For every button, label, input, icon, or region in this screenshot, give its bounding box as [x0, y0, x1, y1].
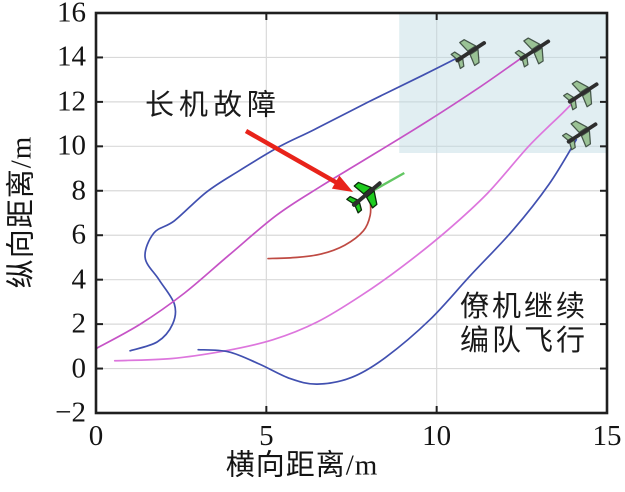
y-tick-label: 6 [71, 218, 87, 251]
aircraft-wing-icon [365, 190, 378, 209]
wingman-annotation-line2: 编队飞行 [459, 325, 589, 357]
aircraft-wing-icon [570, 120, 588, 134]
aircraft-fuselage-icon [567, 82, 599, 104]
y-tick-label: 2 [71, 307, 87, 340]
aircraft-wing-icon [571, 80, 589, 94]
x-tick-label: 10 [422, 420, 452, 452]
wingman-aircraft-icon [561, 120, 598, 151]
leader-trajectory [267, 198, 372, 260]
wingman-4-trajectory [197, 138, 578, 385]
wingman-aircraft-icon [563, 80, 599, 111]
leader-aircraft-icon [346, 181, 382, 214]
aircraft-wing-icon [459, 39, 477, 52]
aircraft-wing-icon [469, 48, 480, 67]
wingman-3-trajectory [113, 96, 579, 362]
aircraft-wing-icon [353, 181, 372, 195]
y-tick-label: 0 [71, 352, 87, 385]
wingman-aircraft-icon [514, 37, 551, 68]
y-tick-label: 10 [57, 129, 86, 162]
aircraft-fuselage-icon [455, 41, 487, 63]
aircraft-wing-icon [581, 90, 593, 108]
wingman-aircraft-icon [450, 39, 487, 70]
x-tick-label: 5 [259, 420, 274, 452]
aircraft-wing-icon [533, 47, 544, 65]
y-tick-label: 4 [71, 263, 87, 296]
y-tick-label: 8 [71, 174, 87, 207]
aircraft-fuselage-icon [351, 181, 382, 207]
y-tick-label: 16 [57, 0, 86, 29]
failure-arrow-head [331, 175, 353, 192]
aircraft-wing-icon [580, 130, 592, 148]
wingman-annotation-line1: 僚机继续 [459, 291, 589, 323]
formation-highlight-region [399, 13, 607, 153]
plot-frame [94, 11, 609, 415]
aircraft-fuselage-icon [519, 39, 551, 61]
wingman-1-trajectory [129, 55, 462, 352]
wingman-2-trajectory [95, 54, 527, 350]
y-axis-title: 纵向距离/m [5, 135, 38, 289]
leader-failure-annotation: 长机故障 [144, 89, 282, 122]
y-tick-label: 12 [57, 85, 86, 118]
failure-arrow-shaft [244, 129, 341, 187]
y-tick-label: −2 [55, 396, 86, 429]
x-tick-label: 0 [88, 420, 104, 452]
aircraft-wing-icon [523, 37, 541, 51]
y-tick-label: 14 [57, 40, 86, 73]
x-tick-label: 15 [592, 420, 622, 452]
wingman-formation-annotation: 僚机继续 编队飞行 [460, 290, 588, 358]
aircraft-fuselage-icon [566, 122, 598, 144]
x-axis-title: 横向距离/m [225, 449, 379, 482]
